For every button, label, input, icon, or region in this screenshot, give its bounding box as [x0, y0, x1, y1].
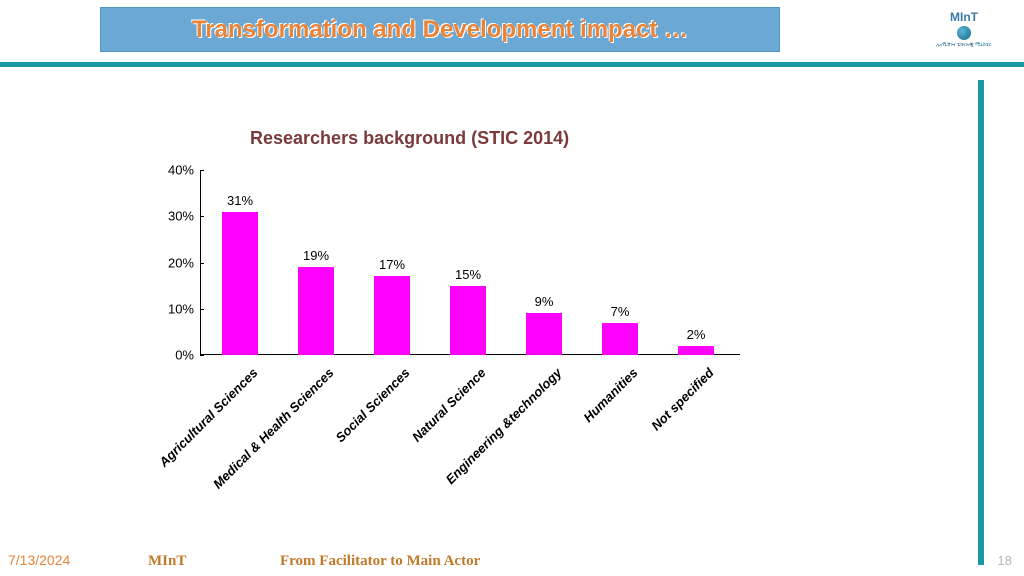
- title-banner: Transformation and Development impact …: [100, 7, 780, 52]
- footer-org: MInT: [148, 553, 186, 570]
- vertical-divider: [978, 80, 984, 565]
- bar: [602, 323, 638, 355]
- bar: [222, 212, 258, 355]
- footer-date: 7/13/2024: [8, 552, 70, 568]
- bar-value-label: 31%: [227, 193, 253, 208]
- x-category-label: Social Sciences: [282, 365, 413, 496]
- x-category-label: Agricultural Sciences: [130, 365, 261, 496]
- y-tick-mark: [200, 170, 204, 171]
- bar-chart: 0%10%20%30%40% 31%Agricultural Sciences1…: [200, 170, 740, 355]
- y-tick-label: 0%: [175, 348, 194, 363]
- chart-title: Researchers background (STIC 2014): [250, 128, 569, 149]
- bar: [298, 267, 334, 355]
- y-tick-label: 10%: [168, 301, 194, 316]
- bar-value-label: 17%: [379, 257, 405, 272]
- horizontal-divider: [0, 62, 1024, 67]
- y-tick-label: 40%: [168, 163, 194, 178]
- y-tick-mark: [200, 355, 204, 356]
- y-tick-mark: [200, 309, 204, 310]
- logo-text: MInT: [924, 10, 1004, 24]
- y-tick-mark: [200, 263, 204, 264]
- globe-icon: [957, 26, 971, 40]
- logo-subtext: ኢኖቬሽንና ቴክኖሎጂ ሚኒስቴር: [924, 42, 1004, 48]
- logo: MInT ኢኖቬሽንና ቴክኖሎጂ ሚኒስቴር: [924, 10, 1004, 48]
- bar-value-label: 2%: [687, 327, 706, 342]
- footer-tagline: From Facilitator to Main Actor: [280, 553, 480, 570]
- x-category-label: Medical & Health Sciences: [206, 365, 337, 496]
- x-category-label: Engineering &technology: [434, 365, 565, 496]
- y-axis: 0%10%20%30%40%: [160, 170, 200, 355]
- bar-value-label: 9%: [535, 294, 554, 309]
- bar-value-label: 19%: [303, 248, 329, 263]
- y-tick-mark: [200, 216, 204, 217]
- x-category-label: Not specified: [586, 365, 717, 496]
- bar-value-label: 15%: [455, 267, 481, 282]
- y-tick-label: 20%: [168, 255, 194, 270]
- slide-title: Transformation and Development impact …: [192, 16, 688, 44]
- bar: [526, 313, 562, 355]
- y-tick-label: 30%: [168, 209, 194, 224]
- bar: [374, 276, 410, 355]
- page-number: 18: [998, 553, 1012, 568]
- x-category-label: Humanities: [510, 365, 641, 496]
- x-category-label: Natural Science: [358, 365, 489, 496]
- bar: [678, 346, 714, 355]
- bar-value-label: 7%: [611, 304, 630, 319]
- bar: [450, 286, 486, 355]
